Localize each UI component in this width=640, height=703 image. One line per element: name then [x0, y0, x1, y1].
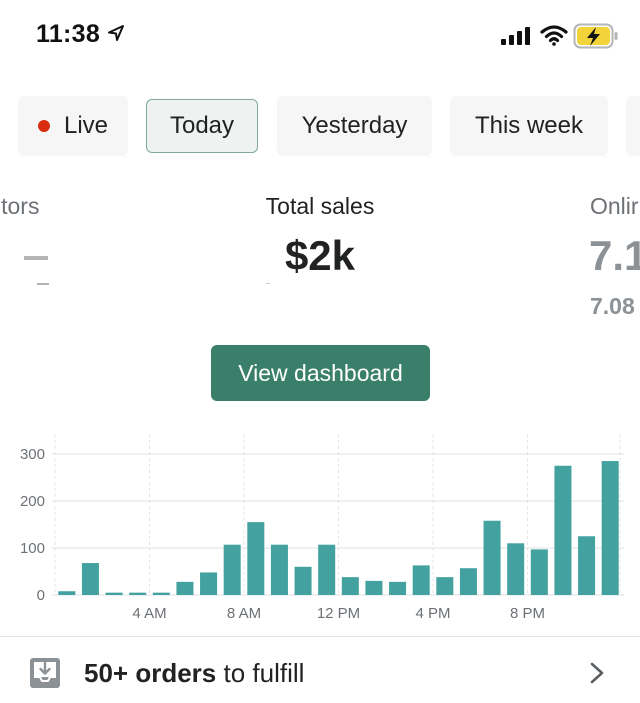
metric-visitors-label: itors [0, 193, 40, 219]
x-tick-label-2: 12 PM [317, 605, 360, 622]
y-tick-label-1: 200 [20, 493, 45, 510]
wifi-icon [540, 25, 568, 46]
tab-today-label: Today [169, 112, 235, 139]
bar-21 [554, 465, 572, 595]
tab-next-partial[interactable] [626, 96, 640, 156]
bar-9 [270, 544, 288, 595]
inbox-download-icon [30, 658, 60, 688]
location-arrow-icon [108, 25, 124, 41]
bar-4 [152, 592, 170, 595]
divider [0, 636, 640, 637]
metric-total-sales-sub [266, 283, 270, 284]
battery-charging-icon [573, 23, 618, 49]
metric-online-label: Onlir [590, 193, 639, 219]
status-time: 11:38 [36, 20, 101, 48]
x-tick-label-1: 8 AM [227, 605, 261, 622]
bar-5 [176, 581, 194, 595]
tab-yesterday-label: Yesterday [301, 112, 408, 139]
status-bar: 11:38 [0, 0, 640, 70]
orders-to-fulfill-text: 50+ orders to fulfill [84, 658, 304, 689]
view-dashboard-button[interactable]: View dashboard [211, 345, 430, 401]
x-tick-label-0: 4 AM [132, 605, 166, 622]
bar-17 [459, 568, 477, 595]
date-range-tabs: Live Today Yesterday This week [0, 96, 640, 158]
signal-icon [501, 27, 530, 45]
bar-11 [318, 544, 336, 595]
bar-23 [601, 461, 619, 595]
y-tick-label-3: 0 [37, 587, 45, 604]
bar-14 [389, 581, 407, 595]
metric-visitors-sub-dash [37, 283, 49, 285]
tab-today[interactable]: Today [146, 99, 258, 153]
metric-total-sales-label: Total sales [265, 193, 375, 219]
bar-2 [105, 592, 123, 595]
x-tick-label-4: 8 PM [510, 605, 545, 622]
metric-visitors-value-dash [24, 256, 48, 260]
chevron-right-icon[interactable] [589, 662, 605, 684]
tab-this-week-label: This week [474, 112, 584, 139]
bar-0 [58, 591, 76, 595]
y-tick-label-2: 100 [20, 540, 45, 557]
tab-this-week[interactable]: This week [450, 96, 608, 156]
bar-7 [223, 544, 241, 595]
tab-live-label: Live [63, 112, 109, 139]
x-tick-label-3: 4 PM [415, 605, 450, 622]
bar-15 [412, 565, 430, 595]
live-dot-icon [37, 120, 50, 132]
bar-12 [341, 577, 359, 595]
metric-total-sales-value[interactable]: $2k [284, 232, 356, 279]
sales-bar-chart-svg: 300 200 100 0 4 AM 8 AM 12 PM 4 PM 8 PM [20, 434, 624, 622]
tab-yesterday[interactable]: Yesterday [277, 96, 432, 156]
bar-3 [129, 592, 147, 595]
bar-20 [530, 549, 548, 595]
metric-online-value[interactable]: 7.1 [589, 232, 640, 279]
tab-live[interactable]: Live [18, 96, 128, 156]
y-tick-label-0: 300 [20, 446, 45, 463]
bar-18 [483, 520, 501, 595]
bar-8 [247, 522, 265, 595]
bar-6 [200, 572, 218, 595]
bar-22 [578, 536, 596, 595]
bar-10 [294, 566, 312, 595]
orders-count: 50+ orders [84, 658, 217, 688]
bar-19 [507, 543, 525, 595]
sales-bar-chart: 300 200 100 0 4 AM 8 AM 12 PM 4 PM 8 PM [0, 430, 640, 626]
bar-16 [436, 577, 454, 595]
metric-online-sub: 7.08 [590, 293, 635, 319]
orders-suffix: to fulfill [216, 658, 305, 688]
bar-1 [81, 563, 99, 595]
bar-13 [365, 580, 383, 595]
orders-to-fulfill-row[interactable]: 50+ orders to fulfill [0, 640, 640, 703]
